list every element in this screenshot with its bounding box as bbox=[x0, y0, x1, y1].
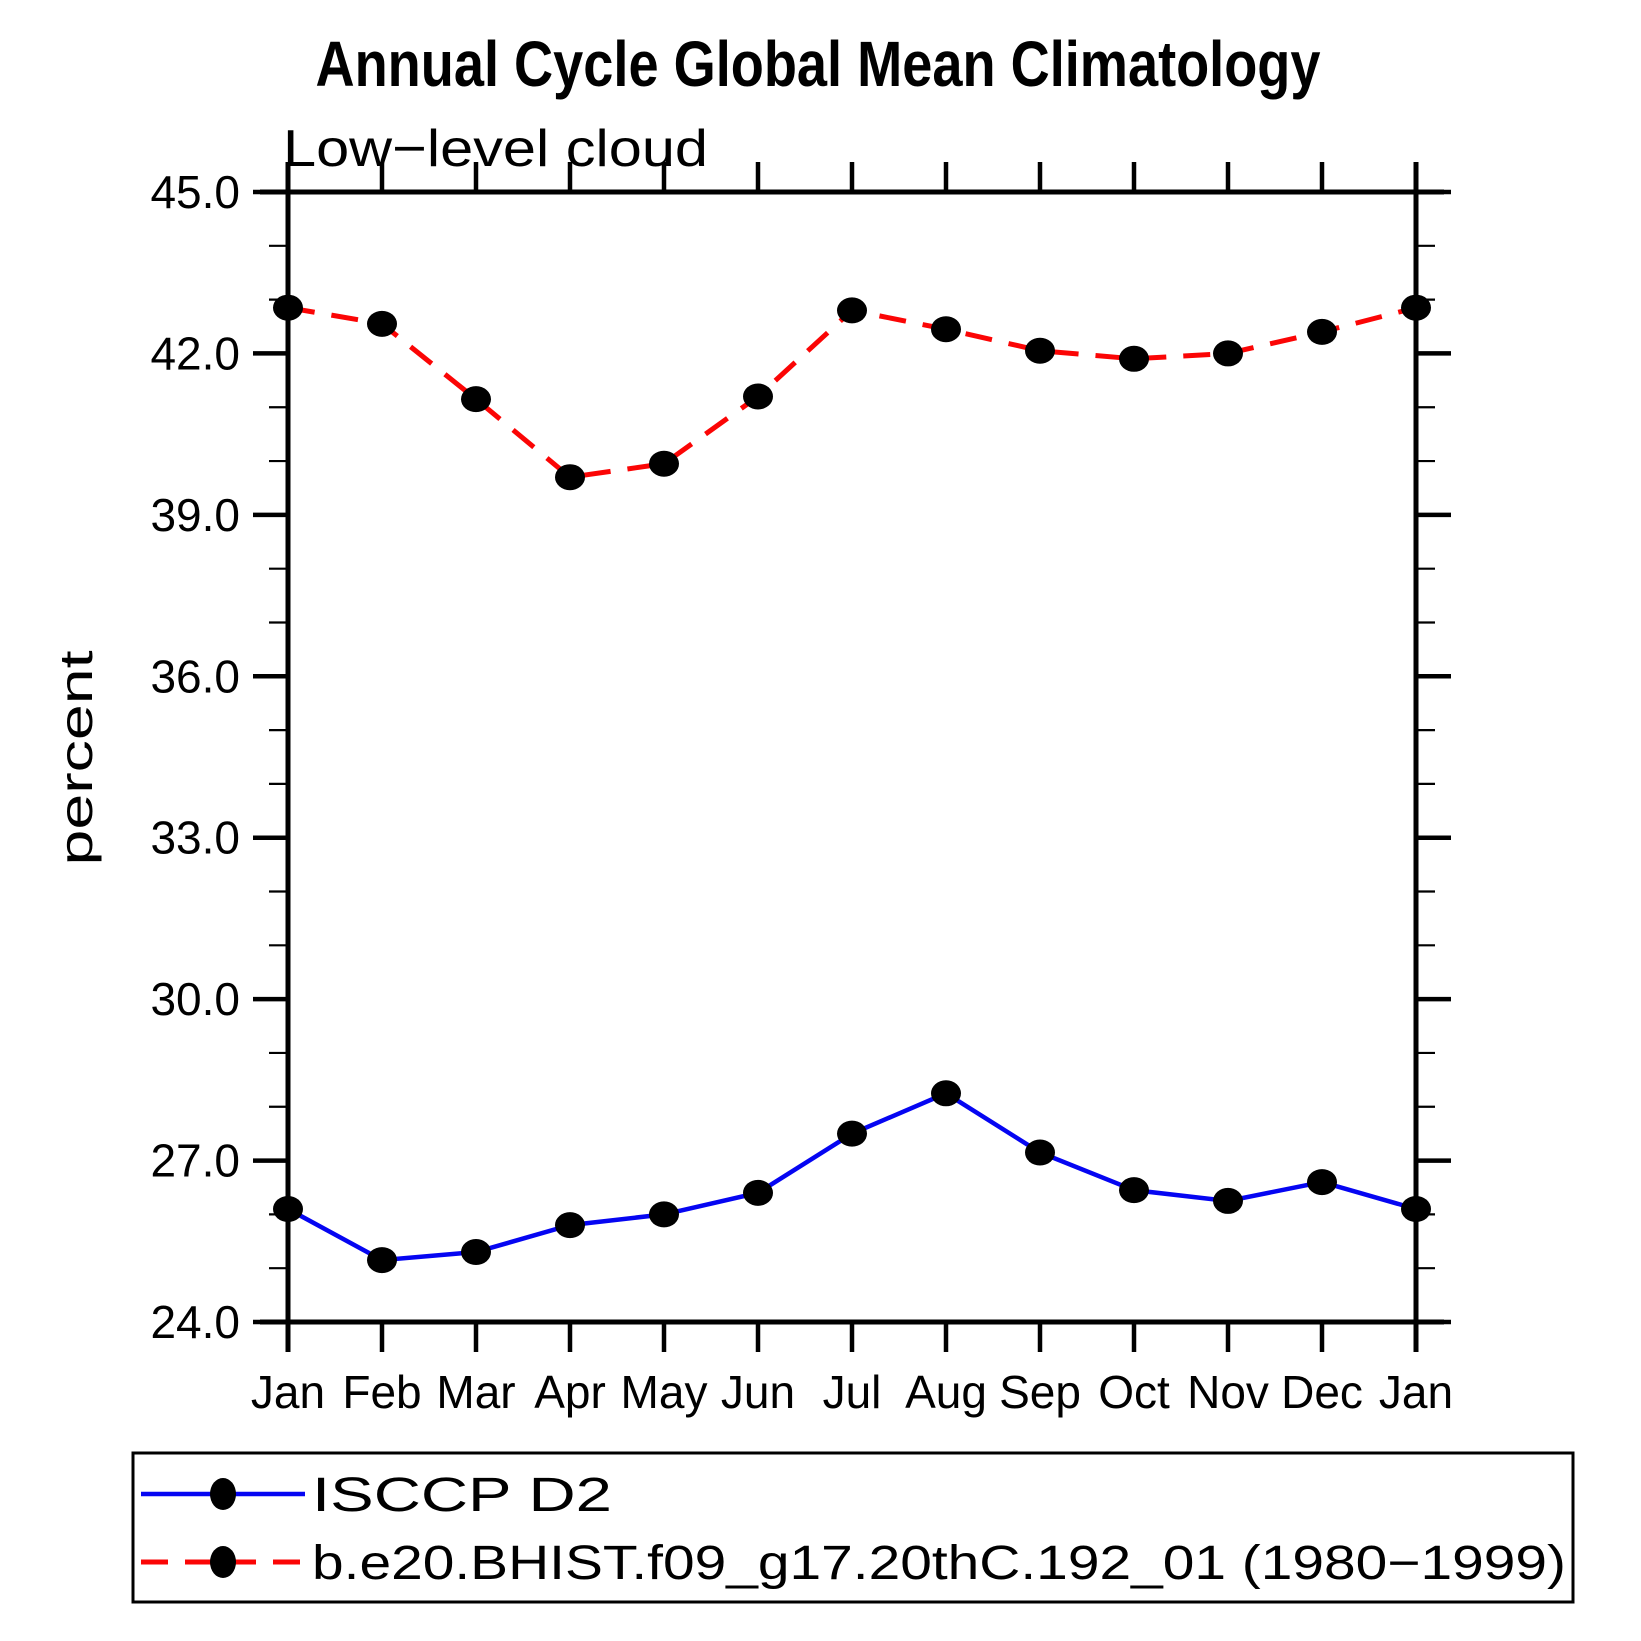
y-tick-label: 36.0 bbox=[150, 650, 240, 702]
legend-marker bbox=[210, 1546, 236, 1578]
y-tick-label: 27.0 bbox=[150, 1135, 240, 1187]
data-point-marker bbox=[273, 294, 303, 321]
x-tick-label: Jan bbox=[1379, 1366, 1453, 1418]
data-point-marker bbox=[1307, 1169, 1337, 1196]
x-tick-label: Nov bbox=[1187, 1366, 1269, 1418]
x-tick-label: Feb bbox=[342, 1366, 421, 1418]
x-tick-label: Apr bbox=[534, 1366, 606, 1418]
data-point-marker bbox=[743, 383, 773, 410]
data-point-marker bbox=[273, 1196, 303, 1222]
axes-frame-and-ticks: Jan Feb Mar Apr May Jun Jul Aug Sep Oct Nov Dec Jan 4… bbox=[150, 162, 1453, 1418]
data-point-marker bbox=[555, 1212, 585, 1239]
data-point-marker bbox=[931, 1080, 961, 1107]
data-point-marker bbox=[367, 1247, 397, 1274]
x-tick-label: Jan bbox=[251, 1366, 325, 1418]
x-tick-label: Dec bbox=[1281, 1366, 1363, 1418]
y-tick-label: 33.0 bbox=[150, 812, 240, 864]
data-point-marker bbox=[461, 1239, 491, 1266]
data-point-marker bbox=[837, 297, 867, 324]
legend-label: ISCCP D2 bbox=[312, 1469, 612, 1522]
series-line-dashed bbox=[287, 305, 1417, 480]
x-tick-label: May bbox=[621, 1366, 708, 1418]
data-point-marker bbox=[1119, 345, 1149, 372]
y-tick-label: 39.0 bbox=[150, 489, 240, 541]
data-point-marker bbox=[1307, 318, 1337, 345]
x-tick-label: Sep bbox=[999, 1366, 1081, 1418]
data-point-marker bbox=[461, 386, 491, 413]
y-axis-title: percent bbox=[50, 650, 102, 865]
data-point-marker bbox=[837, 1120, 867, 1147]
data-point-marker bbox=[1119, 1177, 1149, 1204]
data-point-marker bbox=[1213, 340, 1243, 367]
data-point-marker bbox=[1025, 1139, 1055, 1166]
y-tick-label: 42.0 bbox=[150, 327, 240, 379]
data-point-marker bbox=[743, 1179, 773, 1206]
data-point-marker bbox=[1025, 337, 1055, 364]
data-point-marker bbox=[555, 464, 585, 491]
data-series bbox=[273, 294, 1431, 1274]
chart-subtitle: Low−level cloud bbox=[283, 120, 708, 178]
x-tick-label: Aug bbox=[905, 1366, 987, 1418]
x-tick-label: Jun bbox=[721, 1366, 795, 1418]
legend-rows: ISCCP D2 b.e20.BHIST.f09_g17.20thC.192_01… bbox=[141, 1469, 1566, 1590]
data-point-marker bbox=[1213, 1187, 1243, 1214]
data-point-marker bbox=[1401, 1196, 1431, 1222]
legend-box bbox=[131, 1451, 1575, 1604]
data-point-marker bbox=[367, 310, 397, 337]
x-tick-label: Oct bbox=[1098, 1366, 1170, 1418]
data-point-marker bbox=[931, 316, 961, 343]
y-tick-label: 30.0 bbox=[150, 973, 240, 1025]
x-tick-label: Jul bbox=[823, 1366, 882, 1418]
legend-marker bbox=[210, 1478, 236, 1510]
legend: ISCCP D2 b.e20.BHIST.f09_g17.20thC.192_01… bbox=[131, 1451, 1575, 1604]
series-line-solid bbox=[286, 1090, 1417, 1263]
data-point-marker bbox=[1401, 294, 1431, 321]
legend-label: b.e20.BHIST.f09_g17.20thC.192_01 (1980−1… bbox=[312, 1537, 1566, 1590]
data-point-marker bbox=[649, 1201, 679, 1228]
x-tick-label: Mar bbox=[436, 1366, 515, 1418]
y-tick-label: 45.0 bbox=[150, 166, 240, 218]
y-tick-label: 24.0 bbox=[150, 1296, 240, 1348]
data-point-marker bbox=[649, 450, 679, 477]
chart-title: Annual Cycle Global Mean Climatology bbox=[316, 28, 1321, 100]
